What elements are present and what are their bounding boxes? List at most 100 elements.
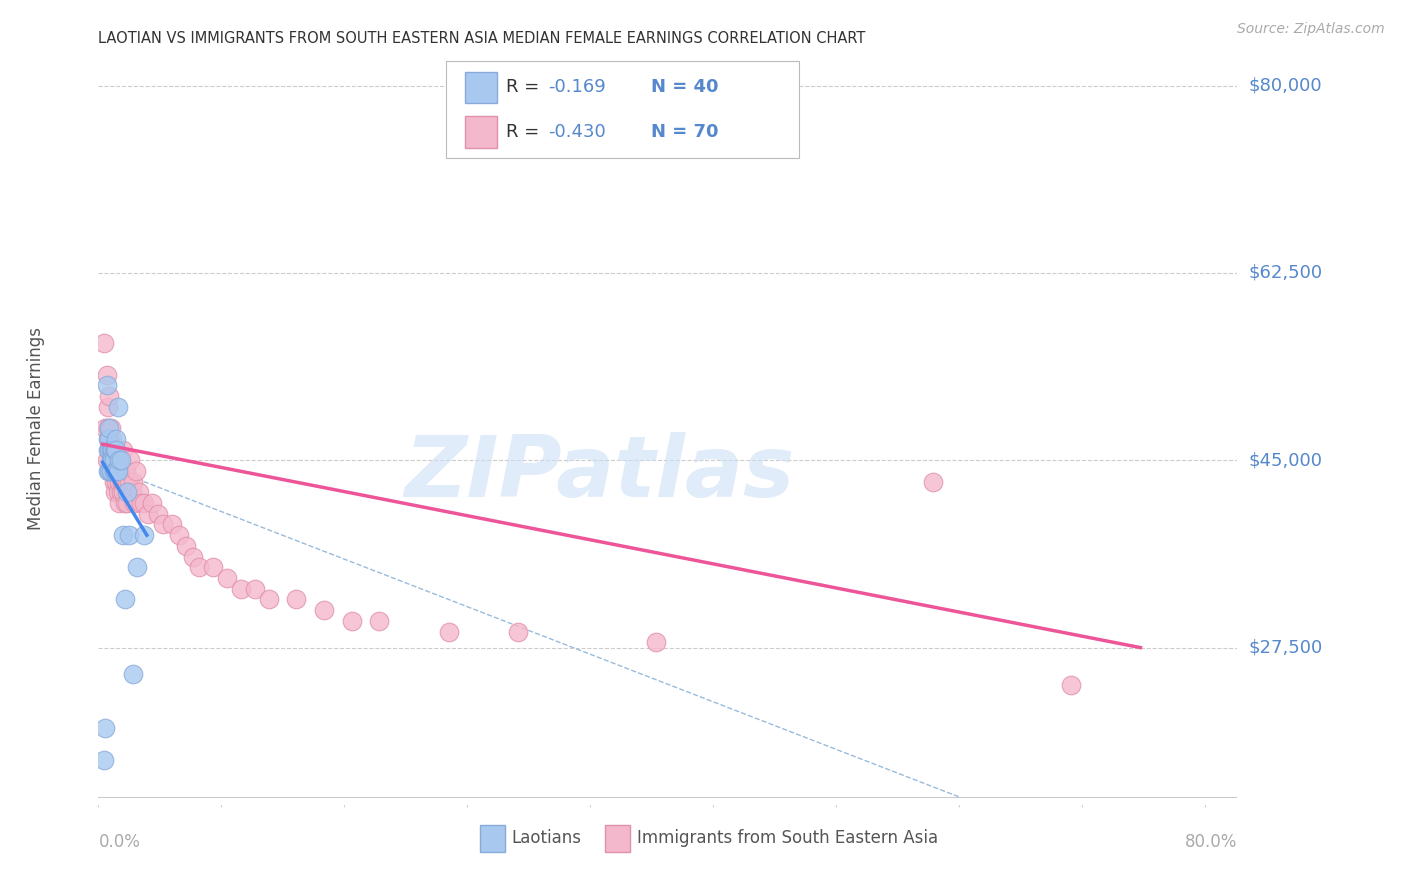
Point [112,442,135,457]
Point [124,496,146,510]
Point [96,368,118,382]
Point [174,539,197,553]
Point [132,528,155,542]
Point [127,560,149,574]
Point [120,453,142,467]
Point [101,453,124,467]
Point [100,442,122,457]
Bar [465,71,498,103]
Point [96,453,118,467]
Point [110,464,132,478]
Point [141,496,163,510]
Text: Median Female Earnings: Median Female Earnings [27,326,45,530]
Point [101,453,124,467]
Text: N = 70: N = 70 [651,123,718,141]
Point [97,400,120,414]
Point [103,442,125,457]
Point [100,421,122,435]
Point [100,464,122,478]
Text: Immigrants from South Eastern Asia: Immigrants from South Eastern Asia [637,830,938,847]
Point [93,753,115,767]
Point [107,400,129,414]
Point [110,453,132,467]
Point [98,464,121,478]
Text: $45,000: $45,000 [1249,451,1323,469]
Point [108,496,131,510]
Point [100,453,122,467]
Point [98,421,121,435]
Point [146,507,169,521]
Point [105,453,128,467]
Point [94,721,117,735]
Point [103,464,125,478]
Text: N = 40: N = 40 [651,78,718,96]
Point [107,464,129,478]
Point [103,475,125,489]
Point [115,464,138,478]
Point [104,442,127,457]
Point [257,592,280,607]
Point [100,453,122,467]
Bar [479,825,505,852]
Point [121,485,143,500]
Point [98,442,121,457]
Point [98,432,121,446]
Point [128,485,150,500]
Point [100,442,122,457]
Point [97,442,120,457]
Point [131,496,153,510]
Text: -0.169: -0.169 [548,78,606,96]
Point [101,442,124,457]
Point [122,475,145,489]
Point [105,453,128,467]
Text: 80.0%: 80.0% [1185,833,1237,851]
Point [125,464,148,478]
Point [114,496,136,510]
Text: -0.430: -0.430 [548,123,606,141]
Point [202,560,225,574]
Point [103,453,125,467]
Point [105,464,128,478]
Point [98,432,121,446]
Point [94,421,117,435]
Point [97,432,120,446]
Point [107,485,129,500]
Point [101,442,124,457]
Point [217,571,239,585]
Point [1060,678,1083,692]
Point [437,624,460,639]
Text: R =: R = [506,123,546,141]
Point [117,485,139,500]
Point [122,667,145,681]
Point [152,517,174,532]
Point [104,485,127,500]
Point [112,528,135,542]
Point [104,464,127,478]
Point [98,442,121,457]
Point [100,464,122,478]
Point [243,582,266,596]
Point [132,496,155,510]
Point [188,560,211,574]
Point [117,475,139,489]
Point [114,592,136,607]
Text: LAOTIAN VS IMMIGRANTS FROM SOUTH EASTERN ASIA MEDIAN FEMALE EARNINGS CORRELATION: LAOTIAN VS IMMIGRANTS FROM SOUTH EASTERN… [98,31,866,46]
Point [93,335,115,350]
Point [118,528,141,542]
Point [101,442,124,457]
Point [108,475,131,489]
Point [104,464,127,478]
Text: Laotians: Laotians [512,830,582,847]
Point [103,453,125,467]
Point [181,549,204,564]
Point [107,464,129,478]
FancyBboxPatch shape [446,61,799,159]
Point [118,475,141,489]
Point [103,442,125,457]
Point [101,453,124,467]
Point [101,432,124,446]
Point [160,517,183,532]
Point [96,378,118,392]
Point [111,475,134,489]
Point [98,389,121,403]
